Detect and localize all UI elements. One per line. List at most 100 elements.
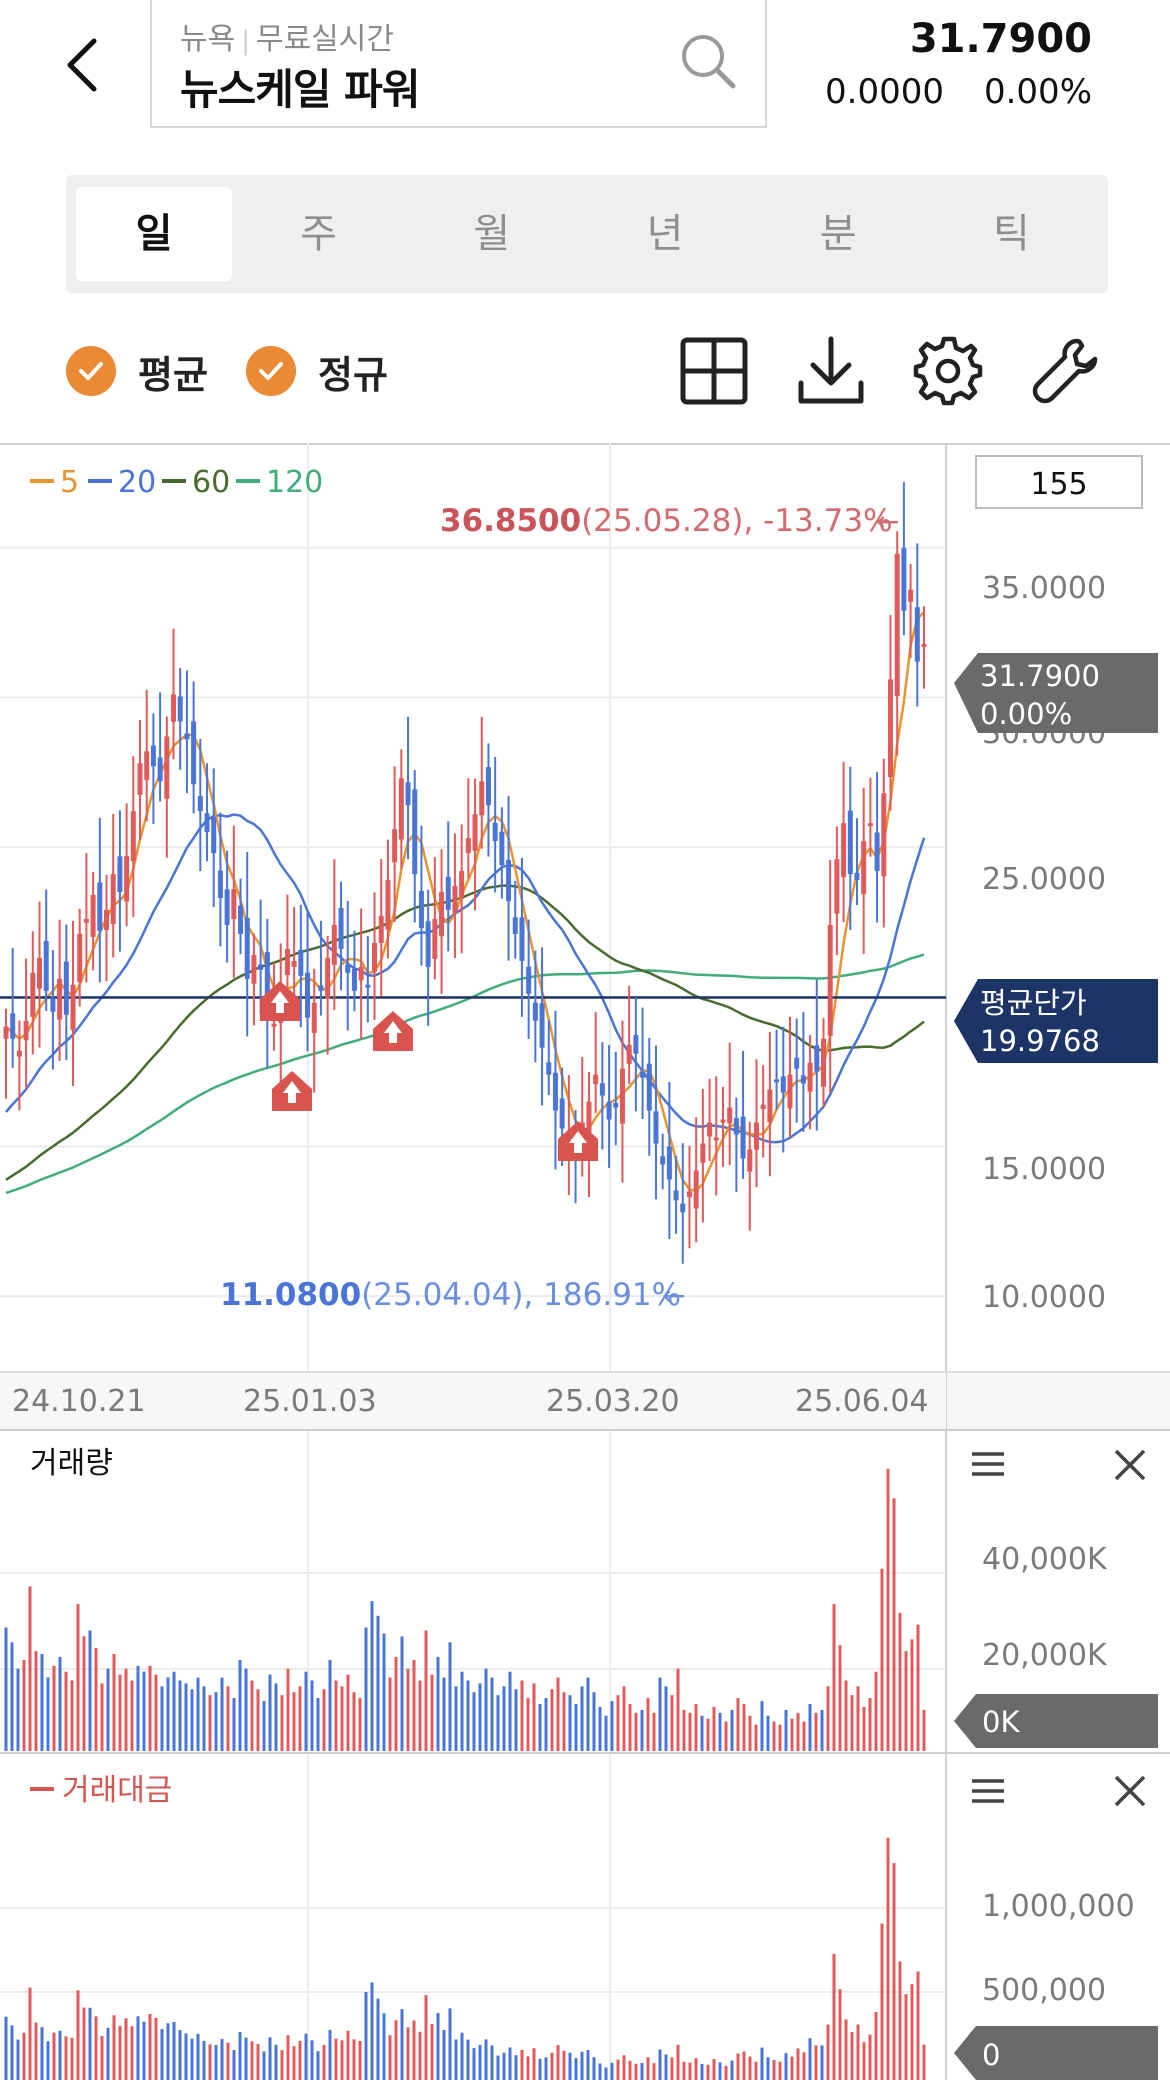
stock-chart[interactable]: 5 20 60 120 155 36.8500(25.05.28), -13.7… — [0, 443, 1170, 2080]
volume-pane-title: 거래량 — [30, 1446, 113, 1481]
amount-close-icon[interactable] — [1114, 1775, 1146, 1807]
download-icon[interactable] — [795, 335, 867, 407]
volume-bar — [628, 1703, 632, 1751]
search-icon[interactable] — [679, 32, 737, 90]
volume-menu-icon[interactable] — [972, 1452, 1004, 1476]
legend-ma120: 120 — [266, 465, 323, 500]
volume-bar — [904, 1651, 908, 1751]
tab-week[interactable]: 주 — [300, 211, 337, 257]
volume-bar — [382, 1633, 386, 1751]
candle-body — [378, 915, 384, 943]
volume-bar — [784, 1709, 788, 1751]
period-count-box[interactable] — [975, 455, 1143, 509]
average-toggle[interactable]: 평균 — [66, 343, 208, 399]
ma5-line — [5, 611, 925, 1193]
regular-toggle[interactable]: 정규 — [246, 343, 388, 399]
amount-bar — [604, 2067, 608, 2080]
volume-bar — [22, 1659, 26, 1751]
price-chart-area[interactable]: 5 20 60 120 155 36.8500(25.05.28), -13.7… — [0, 443, 1170, 2080]
candle-body — [43, 940, 49, 991]
volume-bar — [418, 1680, 422, 1751]
amount-bar — [856, 2024, 860, 2080]
volume-bar — [754, 1724, 758, 1751]
candle-body — [747, 1149, 753, 1172]
tab-tick[interactable]: 틱 — [993, 211, 1030, 257]
volume-bar — [340, 1686, 344, 1751]
volume-bar — [802, 1721, 806, 1751]
candle-body — [559, 1098, 565, 1129]
regular-label: 정규 — [318, 352, 388, 397]
amount-bar — [850, 2032, 854, 2080]
candle-body — [418, 890, 424, 928]
candle-body — [506, 859, 512, 902]
checkbox-checked-icon[interactable] — [66, 346, 116, 396]
x-tick-label: 25.03.20 — [546, 1384, 680, 1419]
volume-close-icon[interactable] — [1114, 1449, 1146, 1481]
volume-bar — [538, 1703, 542, 1751]
volume-bar — [214, 1692, 218, 1751]
volume-bar — [568, 1695, 572, 1751]
amount-menu-icon[interactable] — [972, 1779, 1004, 1803]
amount-bar — [16, 2039, 20, 2080]
back-chevron-icon[interactable] — [58, 35, 108, 95]
candle-body — [512, 917, 518, 934]
volume-bar — [856, 1686, 860, 1751]
candle-body — [345, 964, 351, 973]
volume-bar — [370, 1601, 374, 1751]
amount-bar — [412, 2020, 416, 2080]
candle-body — [546, 1062, 552, 1075]
volume-bar — [484, 1668, 488, 1751]
tab-day[interactable]: 일 — [76, 187, 232, 281]
high-arrow-icon: ← — [876, 505, 899, 538]
candle-body — [258, 964, 264, 970]
x-tick-label: 25.06.04 — [795, 1384, 929, 1419]
candle-body — [90, 895, 96, 937]
volume-bar — [184, 1683, 188, 1751]
tab-month[interactable]: 월 — [473, 211, 511, 257]
volume-bar — [268, 1674, 272, 1751]
settings-gear-icon[interactable] — [912, 335, 984, 407]
volume-bar — [28, 1586, 32, 1751]
candle-body — [63, 961, 69, 1015]
volume-bar — [874, 1671, 878, 1751]
checkbox-checked-icon[interactable] — [246, 346, 296, 396]
current-price-label: 31.7900 — [980, 659, 1100, 693]
volume-bar — [442, 1677, 446, 1751]
amount-bar — [4, 2016, 8, 2080]
candle-body — [244, 917, 250, 979]
amount-bar — [538, 2058, 542, 2080]
candle-body — [626, 1044, 632, 1064]
candle-body — [271, 1023, 277, 1027]
amount-bar — [862, 2042, 866, 2080]
candle-body — [593, 1074, 599, 1085]
layout-grid-icon[interactable] — [678, 335, 750, 407]
amount-bar — [520, 2049, 524, 2080]
volume-bar — [436, 1656, 440, 1751]
candle-body — [291, 960, 297, 967]
volume-bar — [88, 1630, 92, 1751]
amount-bar — [142, 2021, 146, 2080]
amount-bar — [688, 2062, 692, 2080]
tab-year[interactable]: 년 — [646, 211, 684, 257]
high-value: 36.8500 — [440, 503, 581, 539]
volume-bar — [424, 1630, 428, 1751]
amount-bar — [370, 1982, 374, 2080]
stock-search-box[interactable]: 뉴욕 | 무료실시간 뉴스케일 파워 — [150, 0, 767, 128]
amount-bar — [784, 2053, 788, 2080]
candle-body — [713, 1137, 719, 1141]
volume-bar — [766, 1715, 770, 1751]
amount-bar — [22, 2032, 26, 2080]
amount-bar — [724, 2065, 728, 2080]
volume-bar — [670, 1695, 674, 1751]
volume-bar — [838, 1645, 842, 1751]
amount-bar — [424, 1995, 428, 2080]
amount-bar — [166, 2023, 170, 2080]
volume-bar — [736, 1698, 740, 1751]
amount-bar — [34, 2022, 38, 2080]
wrench-icon[interactable] — [1030, 335, 1102, 407]
tab-minute[interactable]: 분 — [819, 211, 857, 257]
amount-pane-title: 거래대금 — [62, 1773, 172, 1808]
amount-bar — [676, 2044, 680, 2080]
change-value: 0.0000 — [825, 72, 944, 112]
volume-bar — [682, 1709, 686, 1751]
